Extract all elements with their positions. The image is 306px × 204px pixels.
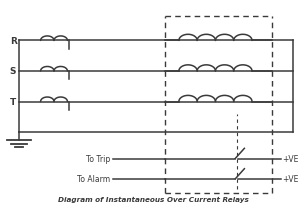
Text: T: T [10,98,16,106]
Text: S: S [10,67,16,76]
Text: To Alarm: To Alarm [77,174,110,183]
Text: +VE: +VE [282,154,299,163]
Text: R: R [10,37,17,46]
Text: +VE: +VE [282,174,299,183]
Text: To Trip: To Trip [86,154,110,163]
Text: Diagram of Instantaneous Over Current Relays: Diagram of Instantaneous Over Current Re… [58,196,248,202]
